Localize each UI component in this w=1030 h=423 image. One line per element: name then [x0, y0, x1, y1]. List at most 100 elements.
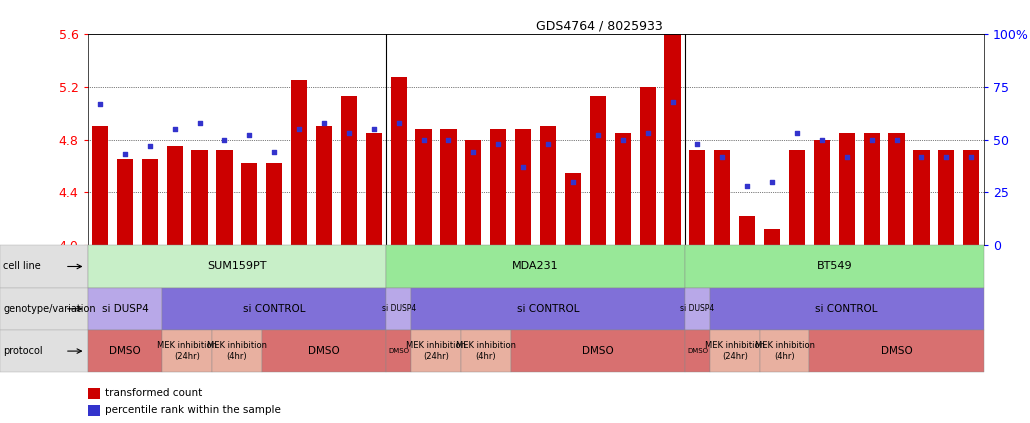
- Point: [141, 143, 158, 149]
- Text: si DUSP4: si DUSP4: [102, 304, 148, 314]
- Bar: [291, 80, 307, 245]
- Bar: [710, 330, 759, 372]
- Text: transformed count: transformed count: [105, 388, 202, 398]
- Point: [564, 179, 581, 185]
- Bar: [0, 330, 88, 372]
- Point: [341, 130, 357, 137]
- Text: percentile rank within the sample: percentile rank within the sample: [105, 405, 281, 415]
- Bar: [0, 245, 88, 288]
- Bar: [316, 126, 332, 245]
- Bar: [0, 288, 88, 330]
- Point: [714, 153, 730, 160]
- Point: [316, 119, 333, 126]
- Bar: [88, 405, 100, 415]
- Text: DMSO: DMSO: [687, 348, 708, 354]
- Point: [241, 132, 258, 139]
- Bar: [116, 159, 133, 245]
- Bar: [415, 129, 432, 245]
- Point: [764, 179, 781, 185]
- Bar: [466, 140, 481, 245]
- Bar: [142, 159, 158, 245]
- Point: [92, 100, 108, 107]
- Bar: [411, 288, 685, 330]
- Bar: [441, 129, 456, 245]
- Point: [589, 132, 606, 139]
- Bar: [341, 96, 357, 245]
- Text: MDA231: MDA231: [512, 261, 559, 272]
- Point: [689, 140, 706, 147]
- Point: [814, 136, 830, 143]
- Bar: [515, 129, 531, 245]
- Point: [440, 136, 456, 143]
- Bar: [88, 245, 386, 288]
- Text: MEK inhibition
(24hr): MEK inhibition (24hr): [406, 341, 466, 361]
- Bar: [386, 245, 685, 288]
- Point: [640, 130, 656, 137]
- Bar: [262, 330, 386, 372]
- Point: [466, 149, 482, 156]
- Point: [914, 153, 930, 160]
- Point: [789, 130, 805, 137]
- Bar: [163, 288, 386, 330]
- Point: [390, 119, 407, 126]
- Text: si CONTROL: si CONTROL: [517, 304, 579, 314]
- Bar: [664, 30, 681, 245]
- Text: MEK inhibition
(24hr): MEK inhibition (24hr): [705, 341, 764, 361]
- Bar: [386, 288, 411, 330]
- Bar: [615, 133, 630, 245]
- Bar: [640, 87, 656, 245]
- Point: [415, 136, 432, 143]
- Bar: [814, 140, 830, 245]
- Bar: [914, 150, 929, 245]
- Point: [888, 136, 904, 143]
- Point: [863, 136, 880, 143]
- Bar: [590, 96, 606, 245]
- Bar: [540, 126, 556, 245]
- Bar: [810, 330, 984, 372]
- Bar: [411, 330, 461, 372]
- Bar: [216, 150, 233, 245]
- Point: [664, 98, 681, 105]
- Point: [290, 126, 307, 132]
- Point: [963, 153, 980, 160]
- Text: MEK inhibition
(4hr): MEK inhibition (4hr): [755, 341, 815, 361]
- Text: si CONTROL: si CONTROL: [816, 304, 878, 314]
- Text: genotype/variation: genotype/variation: [3, 304, 96, 314]
- Bar: [461, 330, 511, 372]
- Point: [192, 119, 208, 126]
- Bar: [714, 150, 730, 245]
- Text: protocol: protocol: [3, 346, 42, 356]
- Bar: [564, 173, 581, 245]
- Bar: [740, 216, 755, 245]
- Bar: [88, 330, 163, 372]
- Point: [366, 126, 382, 132]
- Bar: [759, 330, 810, 372]
- Bar: [88, 388, 100, 398]
- Text: MEK inhibition
(24hr): MEK inhibition (24hr): [158, 341, 217, 361]
- Text: DMSO: DMSO: [582, 346, 614, 356]
- Point: [540, 140, 556, 147]
- Bar: [789, 150, 805, 245]
- Bar: [192, 150, 208, 245]
- Text: MEK inhibition
(4hr): MEK inhibition (4hr): [207, 341, 267, 361]
- Text: GDS4764 / 8025933: GDS4764 / 8025933: [536, 20, 662, 33]
- Point: [615, 136, 631, 143]
- Point: [266, 149, 282, 156]
- Point: [490, 140, 507, 147]
- Bar: [390, 77, 407, 245]
- Bar: [241, 163, 258, 245]
- Bar: [863, 133, 880, 245]
- Bar: [838, 133, 855, 245]
- Point: [167, 126, 183, 132]
- Bar: [764, 229, 780, 245]
- Text: DMSO: DMSO: [308, 346, 340, 356]
- Point: [739, 183, 755, 190]
- Bar: [511, 330, 685, 372]
- Text: si CONTROL: si CONTROL: [243, 304, 306, 314]
- Bar: [266, 163, 282, 245]
- Bar: [386, 330, 411, 372]
- Bar: [685, 245, 984, 288]
- Bar: [490, 129, 507, 245]
- Point: [938, 153, 955, 160]
- Bar: [889, 133, 904, 245]
